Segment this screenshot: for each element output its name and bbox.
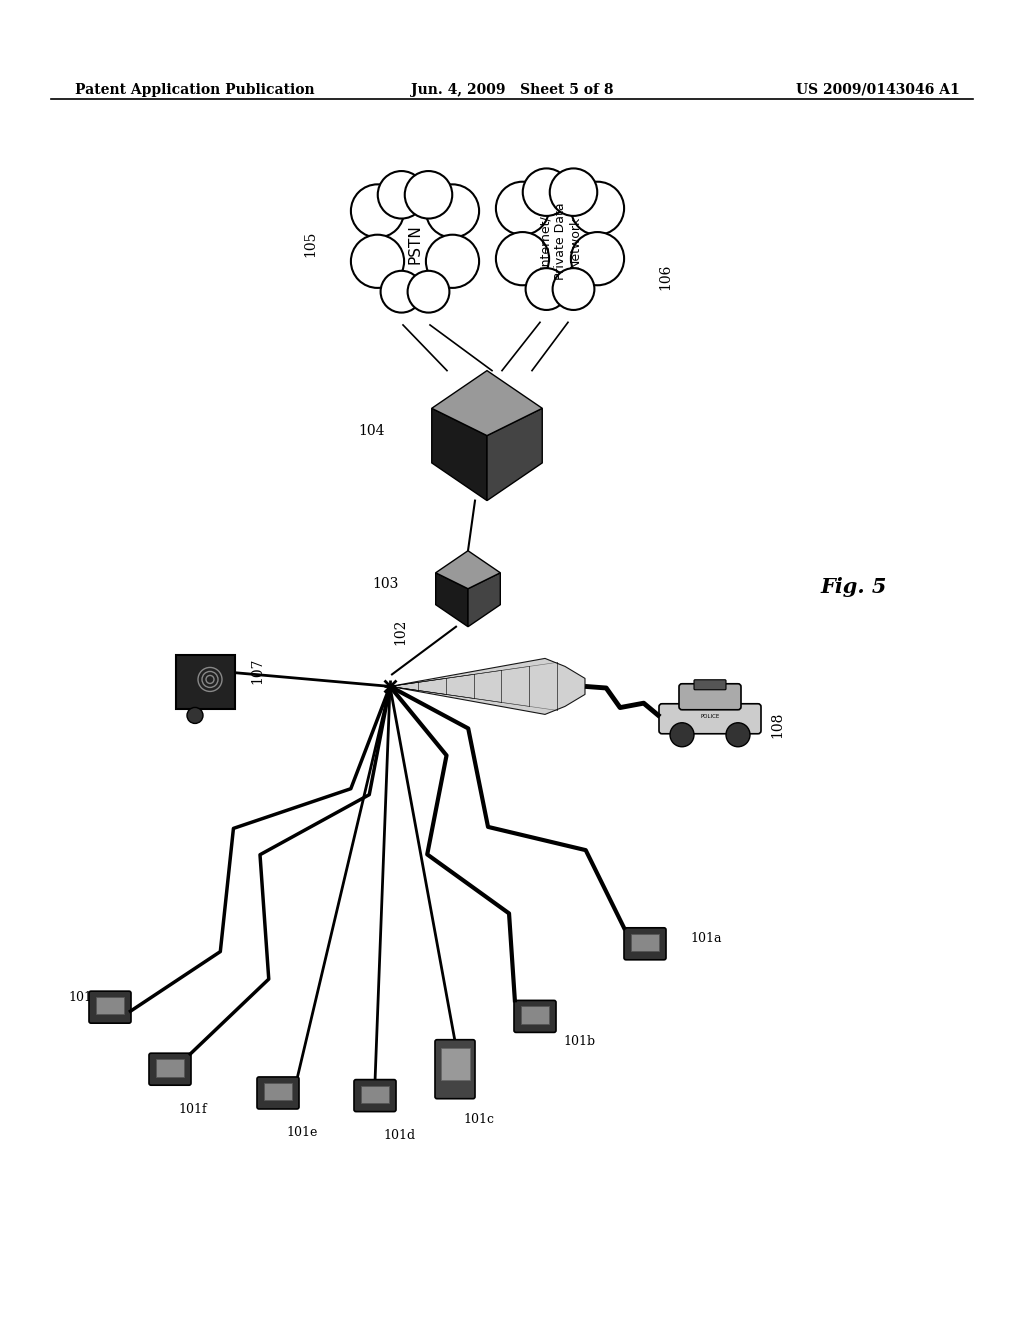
- Text: 104: 104: [358, 424, 385, 438]
- Text: 101e: 101e: [286, 1126, 317, 1139]
- Circle shape: [571, 232, 624, 285]
- Text: 101a: 101a: [690, 932, 722, 945]
- FancyBboxPatch shape: [354, 1080, 396, 1111]
- FancyBboxPatch shape: [435, 1040, 475, 1098]
- Text: 101g: 101g: [68, 990, 100, 1003]
- Text: 101f: 101f: [178, 1102, 207, 1115]
- Text: 106: 106: [658, 264, 672, 290]
- Polygon shape: [468, 573, 501, 627]
- Circle shape: [351, 185, 404, 238]
- Circle shape: [404, 172, 453, 219]
- FancyBboxPatch shape: [89, 991, 131, 1023]
- FancyBboxPatch shape: [694, 680, 726, 690]
- Circle shape: [525, 268, 567, 310]
- FancyBboxPatch shape: [95, 997, 124, 1015]
- Circle shape: [378, 172, 425, 219]
- FancyBboxPatch shape: [257, 1077, 299, 1109]
- Text: 101b: 101b: [563, 1035, 595, 1048]
- Circle shape: [496, 182, 549, 235]
- Circle shape: [351, 235, 404, 288]
- FancyBboxPatch shape: [175, 656, 234, 709]
- FancyBboxPatch shape: [156, 1059, 184, 1077]
- Text: 103: 103: [373, 577, 399, 591]
- FancyBboxPatch shape: [360, 1085, 389, 1104]
- Polygon shape: [435, 550, 501, 589]
- Text: Jun. 4, 2009   Sheet 5 of 8: Jun. 4, 2009 Sheet 5 of 8: [411, 83, 613, 96]
- FancyBboxPatch shape: [514, 1001, 556, 1032]
- Polygon shape: [390, 659, 585, 714]
- Circle shape: [426, 185, 479, 238]
- FancyBboxPatch shape: [631, 933, 659, 952]
- Ellipse shape: [520, 189, 599, 294]
- FancyBboxPatch shape: [520, 1006, 549, 1024]
- Circle shape: [670, 723, 694, 747]
- Text: POLICE: POLICE: [700, 714, 720, 719]
- Circle shape: [522, 169, 570, 216]
- Text: Patent Application Publication: Patent Application Publication: [75, 83, 314, 96]
- FancyBboxPatch shape: [679, 684, 741, 710]
- Text: Internet/
Private Data
Network: Internet/ Private Data Network: [539, 203, 582, 280]
- Circle shape: [553, 268, 594, 310]
- FancyBboxPatch shape: [440, 1048, 469, 1080]
- Polygon shape: [432, 408, 487, 500]
- Circle shape: [381, 271, 423, 313]
- Text: Fig. 5: Fig. 5: [820, 577, 887, 598]
- Polygon shape: [487, 408, 543, 500]
- FancyBboxPatch shape: [659, 704, 761, 734]
- Circle shape: [496, 232, 549, 285]
- Circle shape: [408, 271, 450, 313]
- Text: US 2009/0143046 A1: US 2009/0143046 A1: [797, 83, 961, 96]
- FancyBboxPatch shape: [150, 1053, 191, 1085]
- Text: 105: 105: [303, 231, 317, 257]
- Text: 107: 107: [250, 657, 264, 684]
- Circle shape: [426, 235, 479, 288]
- FancyBboxPatch shape: [624, 928, 666, 960]
- Polygon shape: [435, 573, 468, 627]
- Text: PSTN: PSTN: [408, 224, 423, 264]
- Ellipse shape: [376, 191, 455, 297]
- Text: 101c: 101c: [463, 1113, 494, 1126]
- Text: 101d: 101d: [383, 1129, 415, 1142]
- Circle shape: [571, 182, 624, 235]
- Text: 102: 102: [393, 618, 407, 644]
- Polygon shape: [432, 371, 543, 436]
- Circle shape: [726, 723, 750, 747]
- FancyBboxPatch shape: [264, 1082, 292, 1101]
- Circle shape: [187, 708, 203, 723]
- Circle shape: [550, 169, 597, 216]
- Text: 108: 108: [770, 711, 784, 738]
